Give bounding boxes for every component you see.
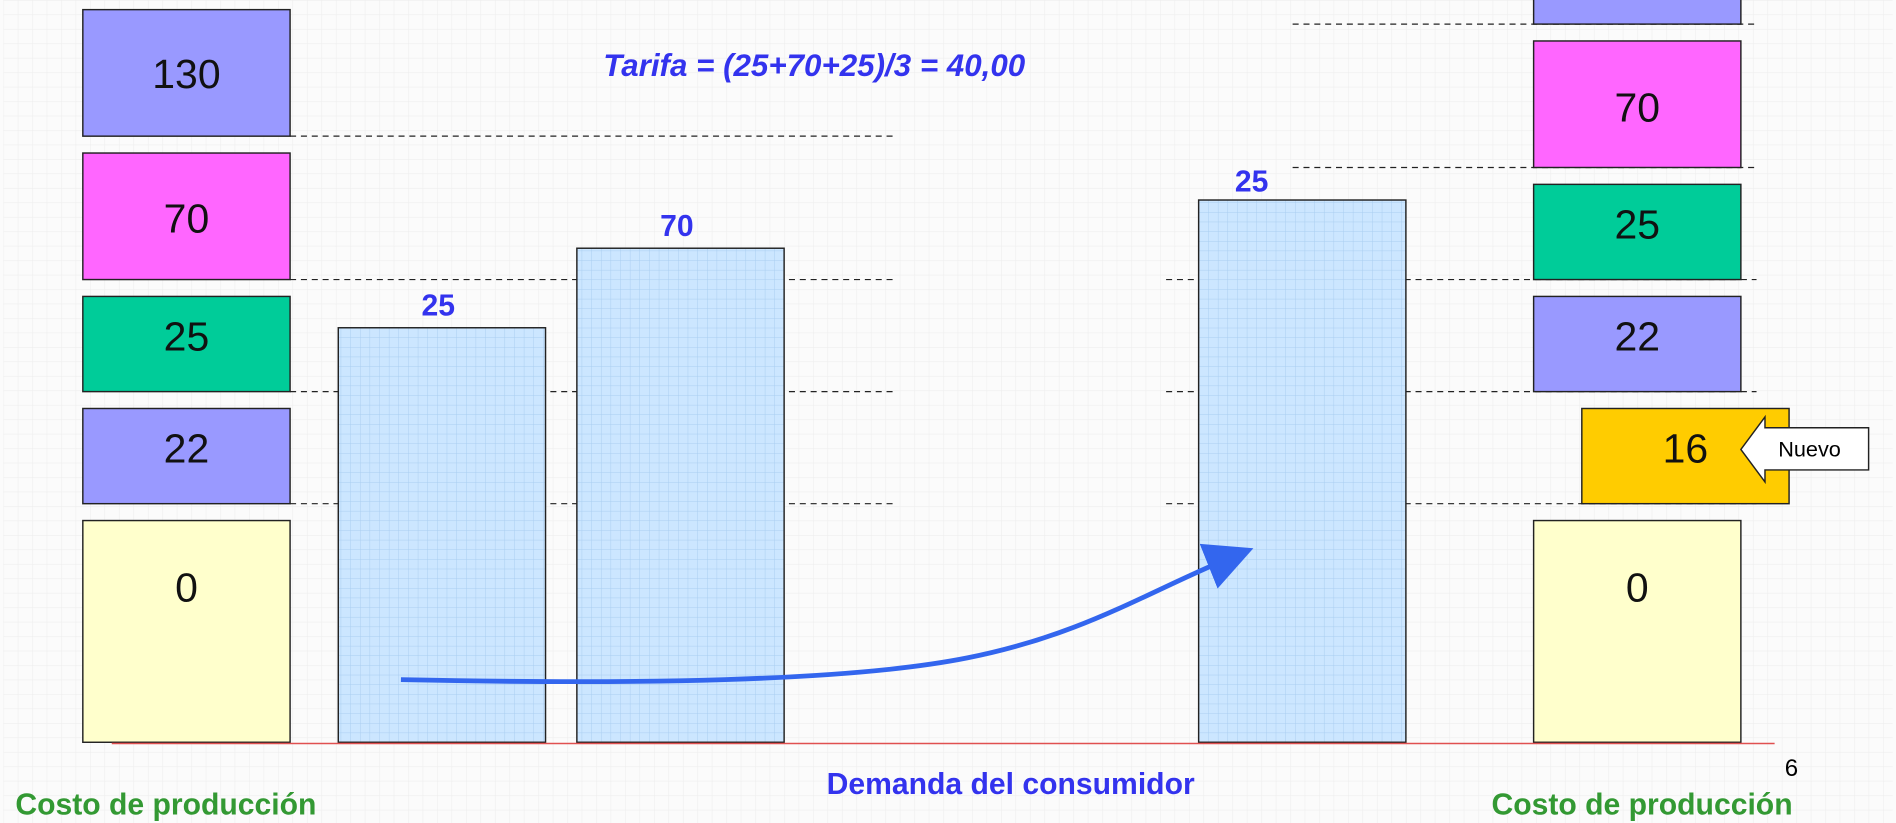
block-value: 0 bbox=[1626, 564, 1649, 610]
left-caption: Costo de producción bbox=[15, 789, 316, 822]
demand-bars: 25 70 25 bbox=[337, 166, 1407, 743]
block-value: 25 bbox=[1614, 202, 1660, 248]
new-callout: Nuevo bbox=[1739, 414, 1870, 485]
block-value: 0 bbox=[175, 564, 198, 610]
bar-label: 25 bbox=[1235, 166, 1269, 199]
block-value: 70 bbox=[1614, 85, 1660, 131]
block-value: 70 bbox=[164, 196, 210, 242]
block-value: 16 bbox=[1663, 426, 1709, 472]
page-number: 6 bbox=[1785, 755, 1798, 782]
block-value: 22 bbox=[164, 426, 210, 472]
block-value: 22 bbox=[1614, 314, 1660, 360]
formula: Tarifa = (25+70+25)/3 = 40,00 bbox=[603, 48, 1025, 83]
block-value: 25 bbox=[164, 314, 210, 360]
right-caption: Costo de producción bbox=[1492, 789, 1793, 822]
shift-arrow bbox=[400, 543, 1254, 685]
axis-label: Demanda del consumidor bbox=[827, 768, 1195, 801]
callout-label: Nuevo bbox=[1778, 436, 1841, 461]
block-value: 130 bbox=[152, 51, 220, 97]
bar-label: 25 bbox=[422, 290, 456, 323]
right-stack: 70 25 22 16 0 bbox=[1532, 0, 1790, 743]
left-stack: 130 70 25 22 0 bbox=[82, 8, 291, 743]
bar-label: 70 bbox=[660, 210, 694, 243]
